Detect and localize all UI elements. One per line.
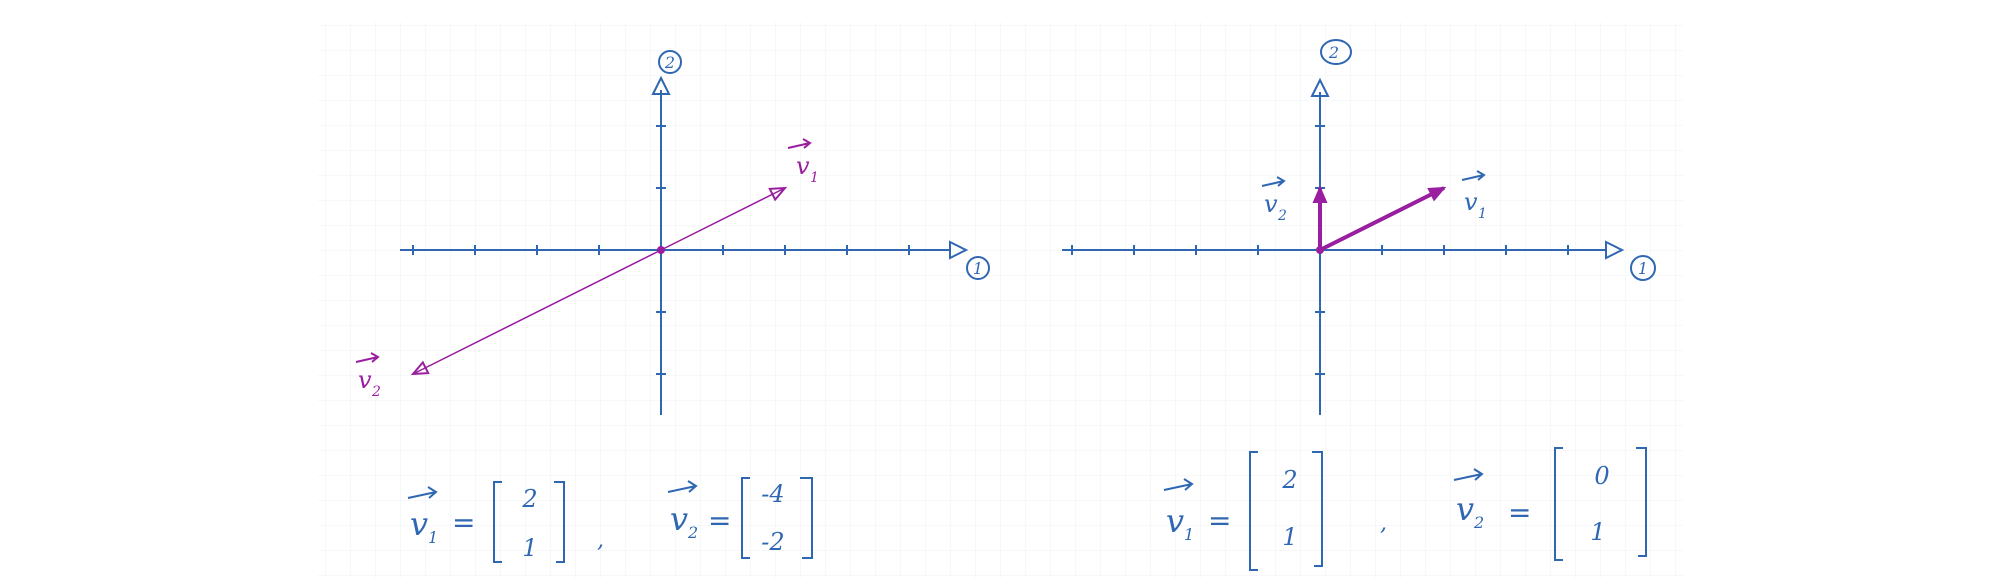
left-eq-v1-arrow [407,486,438,499]
left-equations: v 1 = 2 1 , v 2 = -4 -2 [407,477,813,563]
right-v2-label: v 2 [1261,176,1287,224]
left-eq-v1-bracket-right [554,481,565,563]
left-vector-v2-head [410,360,430,376]
left-v1-label: v 1 [787,138,819,186]
left-axis-2-label: 2 [664,53,675,72]
svg-text:v: v [1166,502,1184,540]
right-eq-v2: v 2 = 0 1 [1453,447,1647,561]
right-eq-v2-bracket-left [1554,447,1563,561]
right-equations: v 1 = 2 1 , v 2 = 0 1 [1163,447,1647,571]
right-vector-v2-head [1312,185,1328,203]
right-eq-v2-bracket-right [1636,447,1647,557]
right-vector-v1-shaft [1319,186,1445,252]
svg-text:1: 1 [1184,525,1194,544]
grid-paper [318,22,1684,578]
left-axis-1-arrow [949,240,969,260]
right-eq-v1-bracket-left [1249,451,1258,571]
svg-text:=: = [708,504,731,537]
svg-text:1: 1 [1282,523,1297,551]
right-axis-2-label: 2 [1328,43,1339,62]
svg-text:2: 2 [1473,513,1484,532]
left-eq-separator: , [597,528,604,553]
svg-text:2: 2 [371,384,381,400]
right-eq-separator: , [1380,511,1387,536]
right-vectors [1312,185,1447,252]
left-coordinate-plot: 1 2 v 1 v 2 [355,50,990,415]
svg-text:-2: -2 [761,528,784,556]
right-v1-label: v 1 [1461,170,1487,222]
right-axis-1-label: 1 [1638,259,1648,278]
left-vector-v1-shaft [660,187,786,251]
svg-text:v: v [410,505,428,543]
left-vector-v1-head [768,186,788,202]
left-eq-v2-bracket-right [800,477,813,559]
left-eq-v1: v 1 = 2 1 [407,481,565,563]
right-axis-1-arrow [1605,240,1625,260]
left-ticks [412,125,910,375]
left-v2-arrow-accent [355,352,380,363]
right-eq-v2-arrow [1453,468,1484,481]
right-v1-arrow-accent [1461,170,1486,181]
right-v2-arrow-accent [1261,176,1286,187]
svg-text:-4: -4 [761,480,784,508]
svg-text:1: 1 [810,170,819,186]
svg-text:1: 1 [1478,206,1487,222]
right-origin-dot [1316,246,1324,254]
svg-text:v: v [1264,190,1278,218]
svg-text:=: = [1208,504,1231,537]
svg-text:=: = [452,506,475,539]
svg-text:0: 0 [1594,462,1609,490]
svg-text:1: 1 [428,528,438,547]
right-coordinate-plot: 1 2 v 1 v 2 [1062,39,1656,415]
svg-text:=: = [1508,496,1531,529]
right-axis-2-circle [1320,39,1352,65]
svg-text:v: v [796,152,810,180]
svg-text:2: 2 [1277,208,1287,224]
svg-text:1: 1 [1590,518,1605,546]
right-eq-v1-bracket-right [1312,451,1323,567]
left-v2-label: v 2 [355,352,381,400]
left-eq-v2-arrow [667,480,698,493]
svg-text:1: 1 [522,534,537,562]
svg-text:2: 2 [1281,466,1297,494]
right-vector-v1-head [1427,186,1447,202]
right-axis-1-circle [1630,255,1656,281]
svg-text:2: 2 [521,485,537,513]
right-eq-v1: v 1 = 2 1 [1163,451,1323,571]
svg-text:v: v [670,500,688,538]
svg-text:2: 2 [687,523,698,542]
svg-text:v: v [1464,188,1478,216]
left-axis-1-circle [966,256,990,280]
left-vector-v2-shaft [412,249,662,375]
left-vectors [410,186,788,376]
left-axis-2-circle [658,50,682,74]
svg-text:v: v [358,366,372,394]
left-eq-v2: v 2 = -4 -2 [667,477,813,559]
left-eq-v2-bracket-left [741,477,750,559]
left-axis-1-label: 1 [973,259,983,278]
left-eq-v1-bracket-left [493,481,502,563]
svg-text:v: v [1456,490,1474,528]
right-eq-v1-arrow [1163,478,1194,491]
left-v1-arrow-accent [787,138,812,149]
left-axis-2-arrow [651,75,671,95]
left-origin-dot [657,246,665,254]
right-axis-2-arrow [1310,77,1330,97]
